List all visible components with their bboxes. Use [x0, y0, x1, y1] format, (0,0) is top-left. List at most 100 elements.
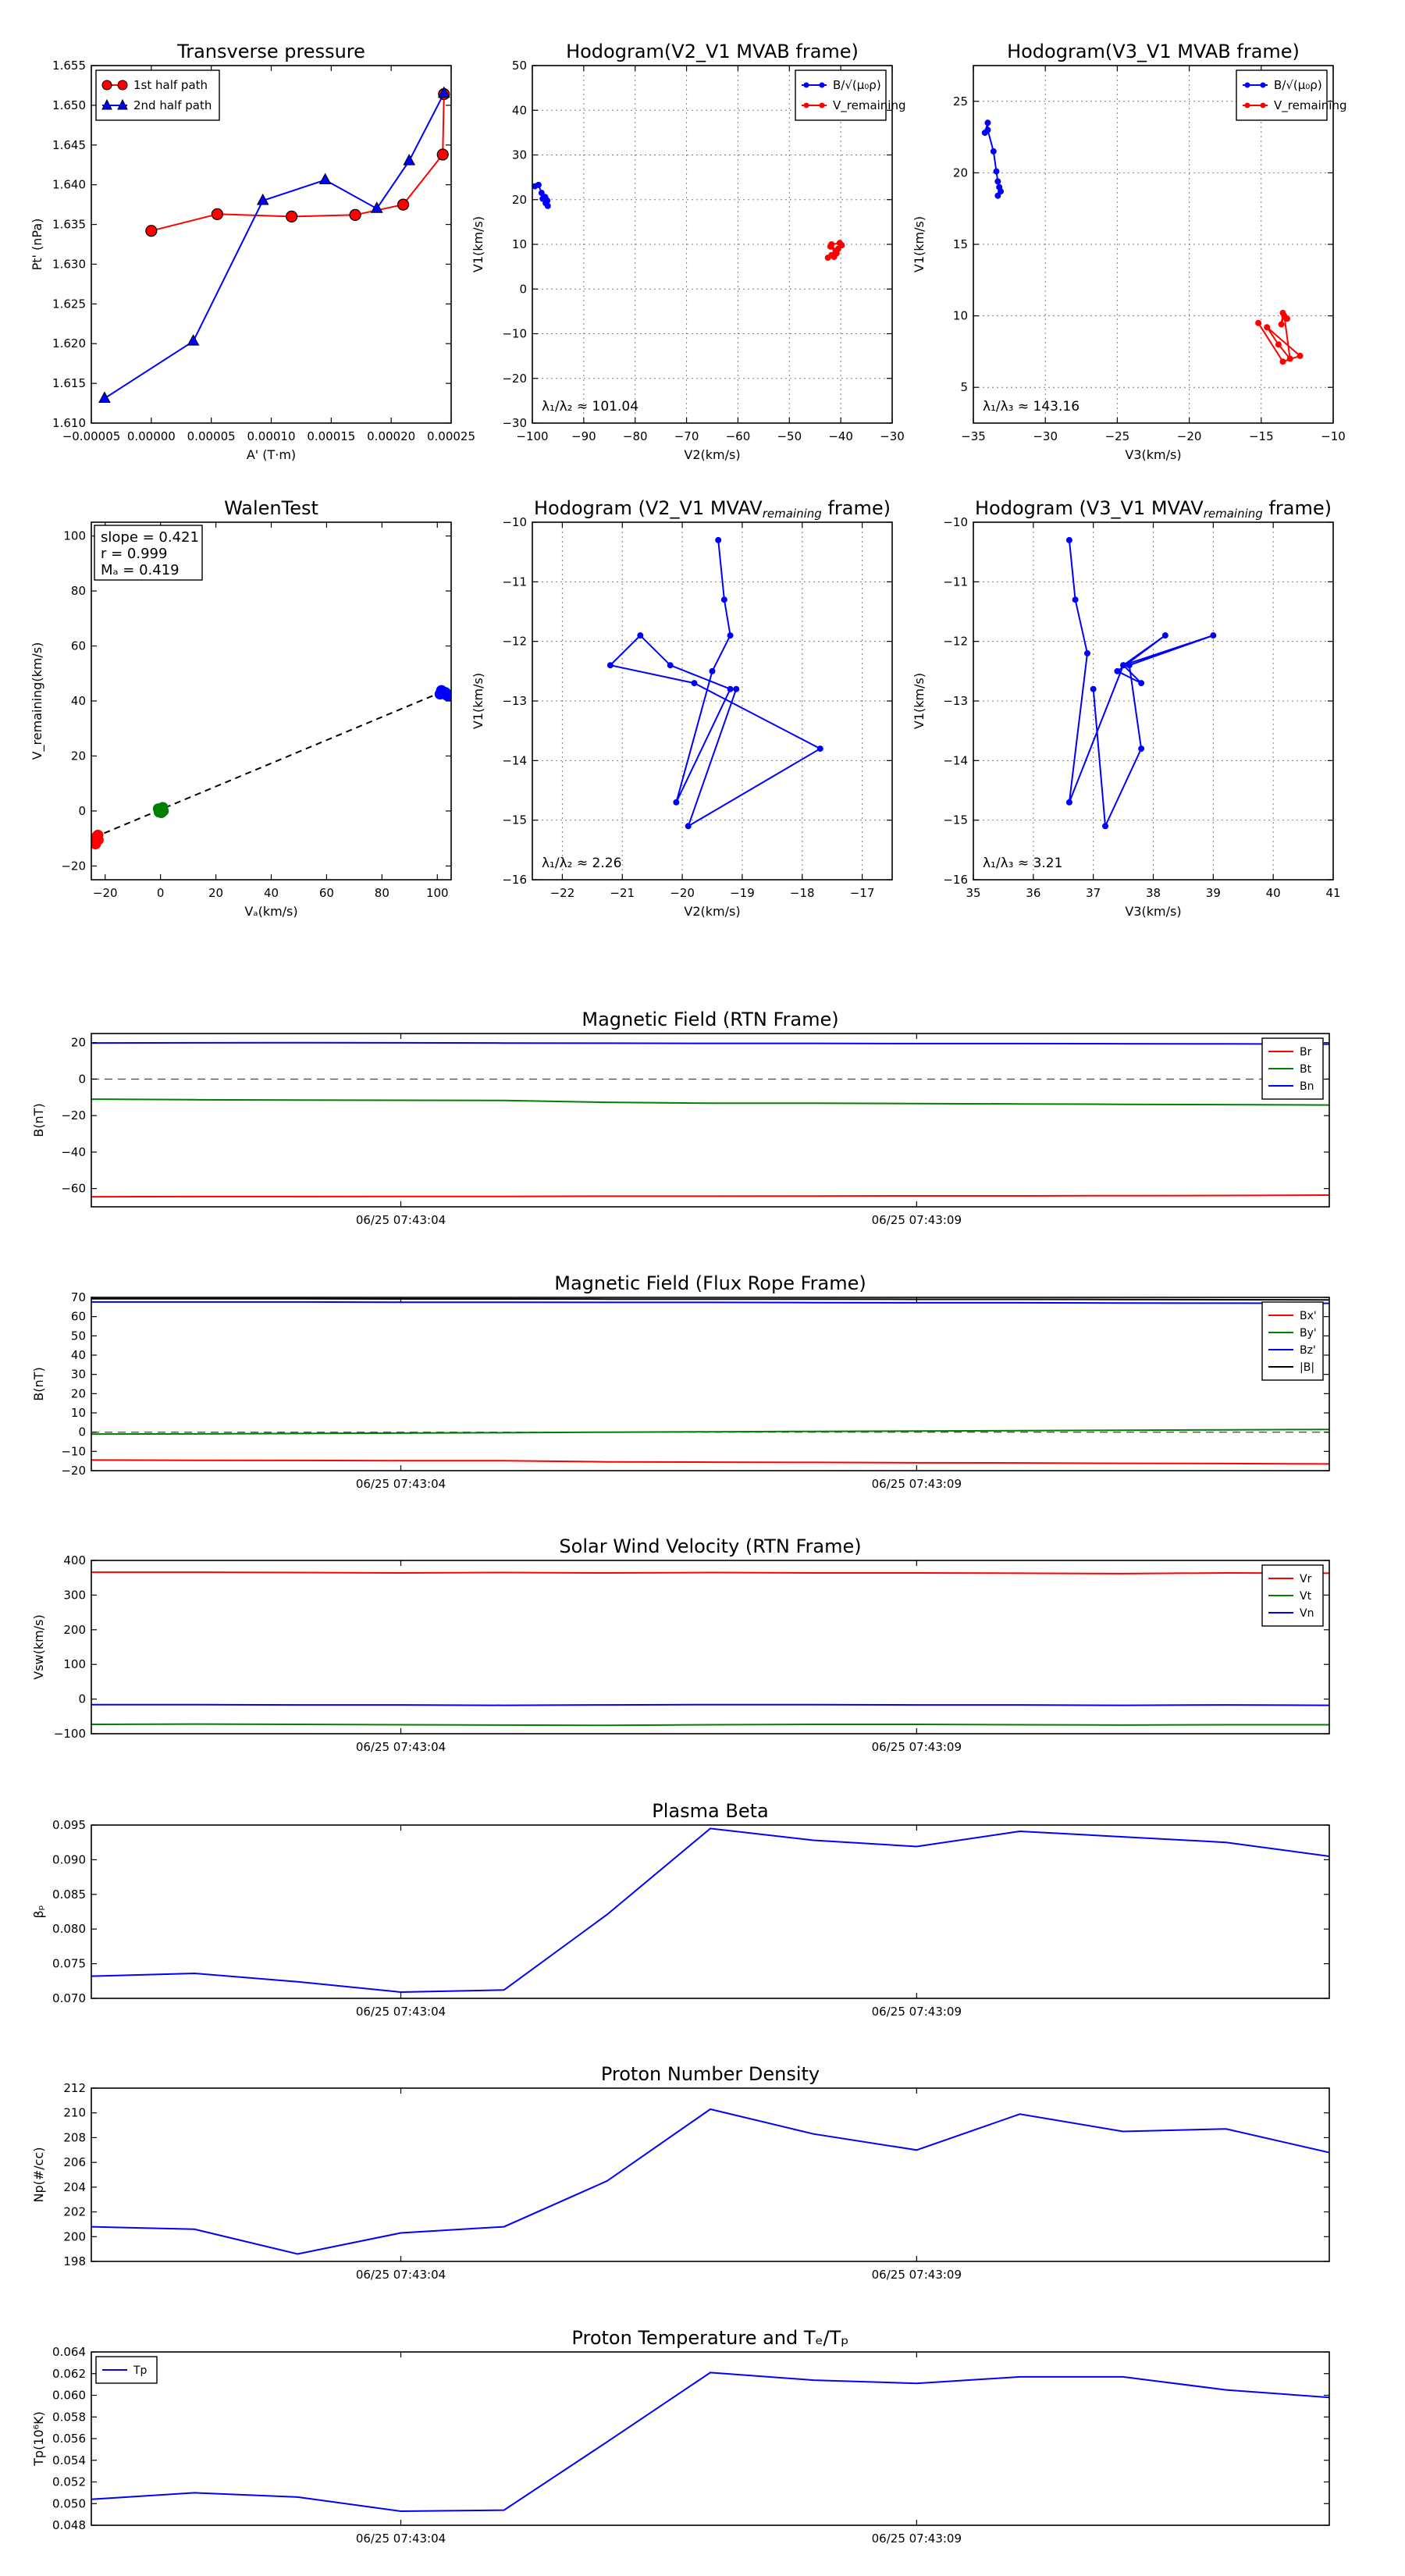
x-tick-label: 06/25 07:43:04 — [356, 1213, 446, 1227]
y-tick-label: 1.635 — [52, 218, 86, 232]
x-tick-label: 20 — [208, 886, 223, 900]
y-tick-label: 200 — [63, 2229, 86, 2243]
data-point — [993, 168, 1000, 175]
y-tick-label: 1.630 — [52, 257, 86, 271]
y-tick-label: −14 — [502, 753, 527, 767]
data-point — [1286, 355, 1293, 362]
y-tick-label: 208 — [63, 2130, 86, 2144]
hodogram-v3-v1-mvab-data — [981, 119, 1304, 365]
y-tick-label: 60 — [71, 1310, 86, 1324]
data-point — [1278, 321, 1285, 328]
x-axis-label: V2(km/s) — [684, 904, 740, 919]
y-tick-label: 25 — [953, 94, 968, 109]
y-tick-label: −16 — [502, 873, 527, 887]
y-tick-label: 1.620 — [52, 336, 86, 350]
data-point — [720, 596, 727, 603]
y-tick-label: 100 — [63, 529, 86, 543]
y-tick-label: 0.048 — [52, 2518, 86, 2532]
plasma-beta-frame — [91, 1824, 1330, 1999]
data-point — [1126, 662, 1133, 669]
x-tick-label: −21 — [610, 886, 635, 900]
legend-label: 2nd half path — [133, 98, 212, 112]
series-2nd-half-path-line — [104, 93, 445, 400]
magnetic-field-rtn-chart: 06/25 07:43:04 06/25 07:43:09 −60 −40 −20 0 20… — [31, 1009, 1330, 1227]
series-by--line — [91, 1429, 1329, 1436]
x-tick-label: 0 — [157, 886, 165, 900]
hodogram-v2-v1-mvav-data — [606, 536, 823, 830]
x-tick-label: 36 — [1026, 886, 1040, 900]
hodogram-v2-v1-mvav-grid — [532, 522, 892, 880]
x-tick-label: 06/25 07:43:04 — [356, 2532, 446, 2546]
proton-temperature-legend: Tp — [95, 2356, 158, 2384]
legend-marker — [1260, 82, 1266, 88]
y-axis-label: V1(km/s) — [471, 216, 486, 272]
proton-number-density-frame — [91, 2087, 1330, 2262]
y-tick-label: −30 — [502, 416, 527, 430]
series-bn-line — [91, 1041, 1329, 1045]
y-tick-label: −10 — [502, 515, 527, 529]
stats-line: Mₐ = 0.419 — [101, 562, 180, 578]
data-point — [1114, 667, 1121, 674]
data-point — [994, 178, 1001, 185]
magnetic-field-rtn-frame — [91, 1033, 1330, 1208]
x-tick-label: −19 — [730, 886, 755, 900]
legend-label: V_remaining — [833, 98, 906, 113]
y-tick-label: −13 — [943, 694, 968, 708]
y-tick-label: 20 — [71, 749, 86, 763]
y-tick-label: 212 — [63, 2081, 86, 2095]
chart-title: Plasma Beta — [652, 1800, 768, 1822]
y-tick-label: 1.625 — [52, 297, 86, 311]
legend-marker — [1244, 102, 1250, 109]
x-tick-label: 100 — [426, 886, 449, 900]
y-tick-label: 204 — [63, 2180, 86, 2194]
y-tick-label: −20 — [61, 1464, 86, 1478]
data-point — [1138, 745, 1145, 753]
series-vt-line — [91, 1723, 1329, 1727]
legend-frame — [795, 69, 887, 121]
x-tick-label: −20 — [93, 886, 118, 900]
y-tick-label: 50 — [512, 59, 527, 73]
legend-label: Bx' — [1300, 1310, 1317, 1322]
x-tick-label: 37 — [1086, 886, 1101, 900]
x-tick-label: 06/25 07:43:09 — [872, 1477, 962, 1491]
data-point — [1255, 319, 1262, 326]
x-axis-label: A' (T·m) — [247, 447, 296, 462]
data-point — [667, 662, 674, 669]
data-point — [836, 240, 843, 247]
title-subscript: remaining — [1204, 507, 1263, 521]
y-tick-label: 1.615 — [52, 376, 86, 390]
legend-label: B/√(μ₀ρ) — [1274, 78, 1322, 92]
proton-temperature-data — [91, 2371, 1329, 2513]
x-tick-label: 60 — [319, 886, 334, 900]
legend-label: Bt — [1300, 1063, 1312, 1076]
hodogram-v3-v1-mvav-grid — [973, 522, 1333, 880]
title-text: Transverse pressure — [176, 41, 365, 62]
x-axis-label: Vₐ(km/s) — [244, 904, 297, 919]
x-tick-label: 06/25 07:43:09 — [872, 2268, 962, 2282]
series-bz--line — [91, 1300, 1329, 1304]
proton-temperature-frame — [91, 2351, 1330, 2526]
y-axis-label: B(nT) — [31, 1367, 46, 1400]
y-axis-label: Pt' (nPa) — [30, 219, 44, 271]
y-tick-label: −40 — [61, 1145, 86, 1159]
y-tick-label: 0.060 — [52, 2389, 86, 2403]
data-point — [544, 197, 551, 204]
y-tick-label: 0.064 — [52, 2345, 86, 2359]
title-text: Hodogram(V2_V1 MVAB frame) — [566, 41, 859, 62]
x-tick-label: 06/25 07:43:04 — [356, 1740, 446, 1754]
y-tick-label: 0.095 — [52, 1818, 86, 1832]
chart-title: Magnetic Field (RTN Frame) — [582, 1009, 838, 1030]
eigenvalue-ratio: λ₁/λ₃ ≈ 3.21 — [983, 856, 1062, 871]
transverse-pressure-legend: 1st half path 2nd half path — [95, 69, 220, 121]
data-point — [637, 632, 644, 639]
y-tick-label: 1.655 — [52, 59, 86, 73]
stats-frame — [94, 525, 203, 581]
legend-marker — [1244, 82, 1250, 88]
solar-wind-velocity-legend: Vr Vt Vn — [1261, 1564, 1324, 1627]
x-tick-label: 38 — [1146, 886, 1161, 900]
y-tick-label: 40 — [71, 1348, 86, 1362]
x-tick-label: −30 — [1033, 429, 1058, 443]
y-tick-label: 210 — [63, 2106, 86, 2120]
y-axis-label: Np(#/cc) — [31, 2147, 46, 2203]
